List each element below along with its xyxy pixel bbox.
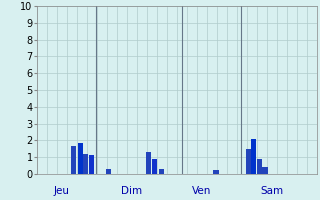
Bar	[78, 143, 83, 174]
Text: Ven: Ven	[192, 186, 212, 196]
Bar	[146, 152, 151, 174]
Text: Sam: Sam	[260, 186, 284, 196]
Bar	[159, 169, 164, 174]
Bar	[257, 159, 262, 174]
Bar	[251, 139, 256, 174]
Bar	[83, 154, 88, 174]
Bar	[89, 155, 94, 174]
Text: Dim: Dim	[121, 186, 143, 196]
Bar	[152, 159, 157, 174]
Text: Jeu: Jeu	[54, 186, 70, 196]
Bar	[262, 167, 268, 174]
Bar	[213, 170, 219, 174]
Bar	[106, 169, 111, 174]
Bar	[71, 146, 76, 174]
Bar	[246, 149, 251, 174]
